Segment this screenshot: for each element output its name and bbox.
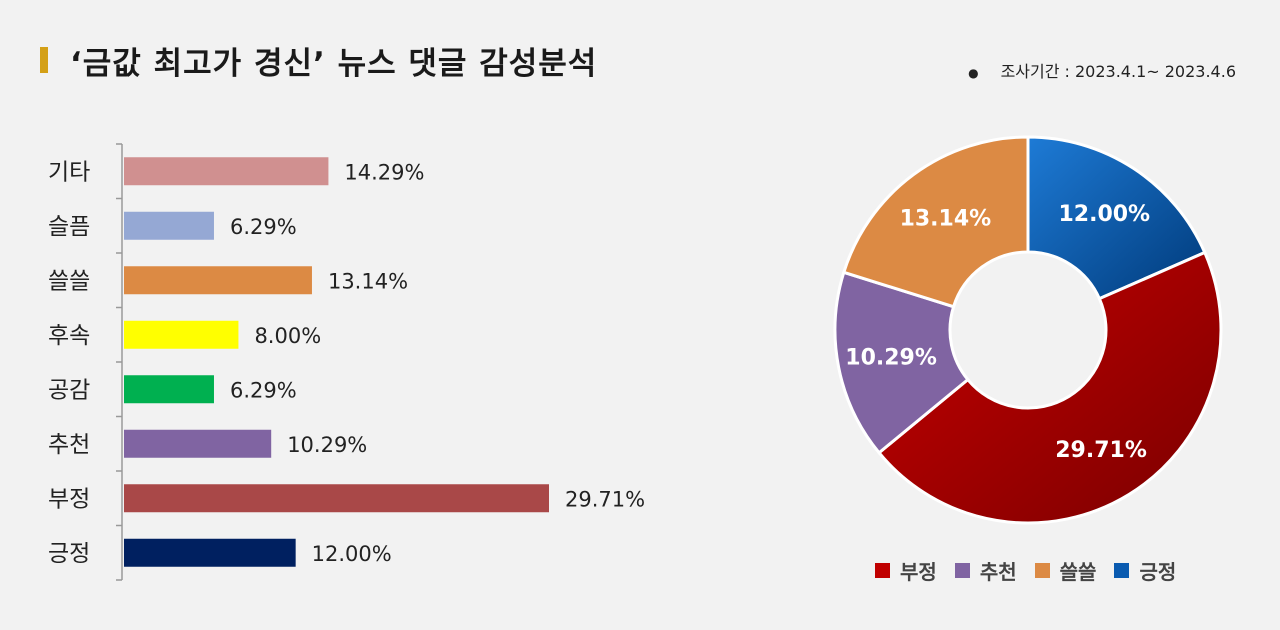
bar-value-label: 12.00% — [312, 542, 392, 566]
bar-category-label: 공감 — [48, 377, 90, 403]
bar-value-label: 14.29% — [344, 160, 424, 184]
legend-item: 쓸쓸 — [1034, 556, 1097, 585]
donut-legend: 부정 추천 쓸쓸 긍정 — [875, 556, 1176, 585]
page-title: ‘금값 최고가 경신’ 뉴스 댓글 감성분석 — [70, 45, 598, 82]
bar-value-label: 6.29% — [230, 378, 297, 402]
bar-value-label: 8.00% — [254, 324, 321, 348]
donut-value-label: 29.71% — [1055, 438, 1147, 463]
bar — [124, 211, 214, 240]
title-block: ‘금값 최고가 경신’ 뉴스 댓글 감성분석 — [40, 40, 598, 82]
donut-slice — [841, 135, 1030, 309]
survey-period: ● 조사기간 : 2023.4.1~ 2023.4.6 — [968, 58, 1236, 82]
donut-chart: 12.00% 29.71% 10.29% 13.14% — [833, 135, 1223, 525]
legend-item: 부정 — [875, 556, 937, 585]
bar — [124, 375, 214, 404]
title-accent-bar — [40, 47, 48, 73]
bar-category-label: 슬픔 — [48, 214, 90, 240]
legend-swatch — [875, 563, 890, 578]
bar-value-label: 6.29% — [230, 215, 297, 239]
legend-swatch — [1114, 563, 1130, 578]
legend-swatch — [1034, 563, 1050, 578]
legend-item: 긍정 — [1114, 556, 1176, 585]
bar — [124, 538, 296, 567]
donut-value-label: 13.14% — [900, 207, 992, 232]
bar-chart: 기타 14.29% 슬픔 6.29% 쓸쓸 13.14% 후속 8.00% 공감 6.29% 추천 1… — [48, 143, 645, 581]
legend-swatch — [954, 563, 970, 578]
bar-value-label: 13.14% — [328, 269, 408, 293]
bar — [124, 429, 272, 458]
donut-slice — [876, 250, 1223, 525]
legend-label: 추천 — [979, 560, 1017, 584]
bar — [124, 266, 312, 295]
donut-value-label: 12.00% — [1058, 202, 1150, 227]
bar-category-label: 후속 — [48, 323, 90, 349]
donut-slice — [833, 270, 970, 455]
bar-category-label: 추천 — [48, 432, 90, 458]
bar — [124, 320, 239, 349]
legend-label: 긍정 — [1139, 560, 1177, 584]
bar-value-label: 29.71% — [565, 487, 645, 511]
bar-category-label: 기타 — [48, 159, 90, 185]
bar-category-label: 부정 — [48, 486, 90, 512]
bar-category-label: 쓸쓸 — [48, 268, 90, 294]
legend-label: 쓸쓸 — [1059, 560, 1097, 584]
donut-slice — [1026, 135, 1207, 301]
bullet-icon: ● — [968, 65, 979, 80]
legend-item: 추천 — [954, 556, 1017, 585]
bar — [124, 484, 549, 513]
bar-value-label: 10.29% — [287, 433, 367, 457]
bar-category-label: 긍정 — [48, 541, 90, 567]
legend-label: 부정 — [900, 560, 937, 584]
donut-value-label: 10.29% — [845, 346, 937, 371]
survey-period-text: 조사기간 : 2023.4.1~ 2023.4.6 — [1000, 62, 1236, 81]
bar — [124, 157, 329, 186]
